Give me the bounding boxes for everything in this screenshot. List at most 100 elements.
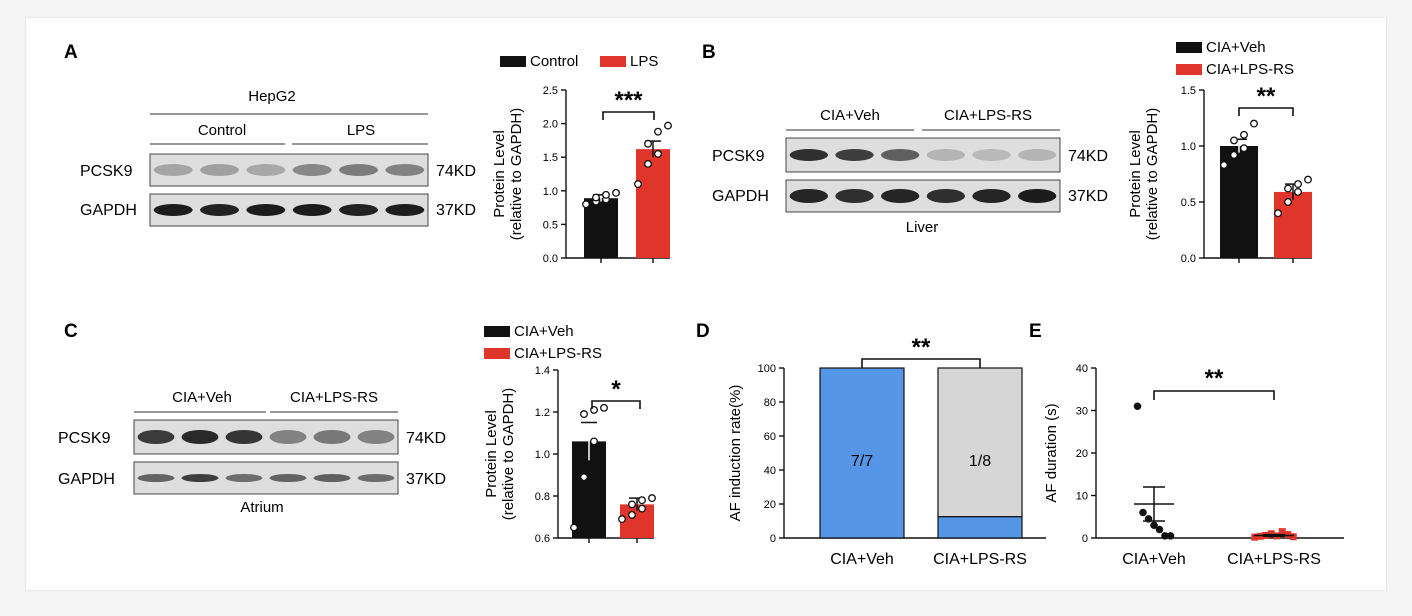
blot-band xyxy=(972,149,1011,161)
chart-c-legend-swatch xyxy=(484,326,510,337)
chart-a-data-point xyxy=(654,149,662,158)
figure: A B C D E HepG2 Control LPS PCSK9 GAPDH … xyxy=(26,18,1386,590)
blot-band xyxy=(313,430,351,444)
blot-band xyxy=(269,430,307,444)
chart-d-y-tick-label: 60 xyxy=(764,431,776,443)
blot-b-row-gapdh: GAPDH xyxy=(712,188,769,205)
blot-band xyxy=(292,204,332,216)
blot-c-gapdh-strip xyxy=(133,461,399,495)
chart-e-ylabel: AF duration (s) xyxy=(1043,403,1060,502)
blot-c-size-37: 37KD xyxy=(406,471,446,488)
blot-c-row-gapdh: GAPDH xyxy=(58,471,115,488)
chart-c-data-point xyxy=(570,523,578,532)
chart-a-ylabel-2: (relative to GAPDH) xyxy=(508,108,525,241)
blot-band xyxy=(926,189,966,203)
chart-d-fraction-label: 7/7 xyxy=(851,453,873,470)
chart-c-data-point xyxy=(628,510,636,519)
chart-a-legend-swatch xyxy=(500,56,526,67)
chart-b-ylabel-1: Protein Level xyxy=(1127,130,1144,218)
chart-c-sig-label: * xyxy=(611,376,621,403)
chart-e-sig-bracket xyxy=(1153,390,1275,400)
chart-c-data-point xyxy=(638,504,646,513)
chart-d-bar-induced xyxy=(937,516,1023,539)
chart-c-legend-label: CIA+Veh xyxy=(514,323,574,340)
chart-b-ylabel-2: (relative to GAPDH) xyxy=(1144,108,1161,241)
blot-b-tissue: Liver xyxy=(906,219,939,236)
chart-c-legend-label: CIA+LPS-RS xyxy=(514,345,602,362)
chart-b-data-point xyxy=(1274,209,1282,218)
panel-label-a: A xyxy=(64,42,78,63)
blot-b-group-1: CIA+Veh xyxy=(820,107,880,124)
blot-c: CIA+Veh CIA+LPS-RS PCSK9 GAPDH 74KD 37KD… xyxy=(58,389,446,516)
chart-e-y-tick-label: 0 xyxy=(1082,533,1088,545)
chart-c-y-tick-label: 0.6 xyxy=(535,533,550,545)
chart-a-data-point xyxy=(582,200,590,209)
chart-b-data-point xyxy=(1294,187,1302,196)
blot-band xyxy=(926,149,966,161)
chart-a-data-point xyxy=(634,180,642,189)
blot-a-gapdh-strip xyxy=(149,193,429,227)
blot-band xyxy=(835,149,874,161)
chart-d-y-tick-label: 80 xyxy=(764,397,776,409)
chart-e-data-point xyxy=(1251,533,1259,541)
blot-a-group-2: LPS xyxy=(347,122,375,139)
chart-b-data-point xyxy=(1284,198,1292,206)
chart-a-sig-label: *** xyxy=(614,87,643,114)
chart-d-x-label: CIA+Veh xyxy=(830,551,894,568)
chart-a-sig-bracket xyxy=(602,111,655,120)
chart-e-x-label: CIA+LPS-RS xyxy=(1227,551,1321,568)
blot-band xyxy=(357,474,395,482)
chart-b-legend-label: CIA+LPS-RS xyxy=(1206,61,1294,78)
chart-b-data-point xyxy=(1230,151,1238,159)
chart-e-y-tick-label: 10 xyxy=(1076,491,1088,503)
chart-b-legend-swatch xyxy=(1176,42,1202,53)
chart-b-sig-bracket xyxy=(1238,107,1294,116)
blot-band xyxy=(1017,149,1057,161)
blot-b-gapdh-strip xyxy=(785,179,1061,213)
chart-e-data-point xyxy=(1284,531,1292,539)
chart-e-data-point xyxy=(1150,521,1158,530)
chart-c-ylabel-1: Protein Level xyxy=(483,410,500,498)
panel-label-c: C xyxy=(64,321,78,342)
blot-a-row-gapdh: GAPDH xyxy=(80,202,137,219)
blot-band xyxy=(835,189,874,203)
chart-c-data-point xyxy=(580,473,588,482)
chart-a-data-point xyxy=(644,139,652,148)
chart-b-y-tick-label: 0.5 xyxy=(1181,197,1196,209)
chart-b-legend-label: CIA+Veh xyxy=(1206,39,1266,56)
blot-band xyxy=(153,164,193,176)
chart-d-sig-bracket xyxy=(861,358,981,368)
chart-d-x-label: CIA+LPS-RS xyxy=(933,551,1027,568)
chart-c-y-tick-label: 1.0 xyxy=(535,449,550,461)
chart-c-data-point xyxy=(648,494,656,503)
chart-c-ylabel-2: (relative to GAPDH) xyxy=(500,388,517,521)
chart-a-y-tick-label: 2.0 xyxy=(543,119,558,131)
blot-b: CIA+Veh CIA+LPS-RS PCSK9 GAPDH 74KD 37KD… xyxy=(712,107,1108,236)
chart-b-legend-swatch xyxy=(1176,64,1202,75)
chart-a-data-point xyxy=(664,121,672,130)
blot-band xyxy=(200,204,239,216)
blot-band xyxy=(225,474,263,482)
chart-a-y-tick-label: 1.5 xyxy=(543,152,558,164)
blot-a-group-1: Control xyxy=(198,122,246,139)
blot-band xyxy=(1017,189,1057,203)
chart-c-y-tick-label: 1.4 xyxy=(535,365,550,377)
blot-b-pcsk9-strip xyxy=(785,137,1061,173)
blot-c-group-2: CIA+LPS-RS xyxy=(290,389,378,406)
chart-b-data-point xyxy=(1304,175,1312,184)
chart-a-y-tick-label: 0.0 xyxy=(543,253,558,265)
blot-band xyxy=(181,474,219,482)
blot-b-row-pcsk9: PCSK9 xyxy=(712,148,765,165)
blot-c-group-1: CIA+Veh xyxy=(172,389,232,406)
chart-c-data-point xyxy=(590,437,598,446)
chart-d-bar-induced xyxy=(819,367,905,539)
blot-band xyxy=(181,430,219,444)
chart-a-data-point xyxy=(602,190,610,199)
blot-c-size-74: 74KD xyxy=(406,430,446,447)
chart-a-data-point xyxy=(592,193,600,202)
chart-e-y-tick-label: 40 xyxy=(1076,363,1088,375)
chart-a-data-point xyxy=(612,188,620,197)
chart-e-data-point xyxy=(1166,532,1175,540)
blot-a-size-37: 37KD xyxy=(436,202,476,219)
chart-d-y-tick-label: 20 xyxy=(764,499,776,511)
